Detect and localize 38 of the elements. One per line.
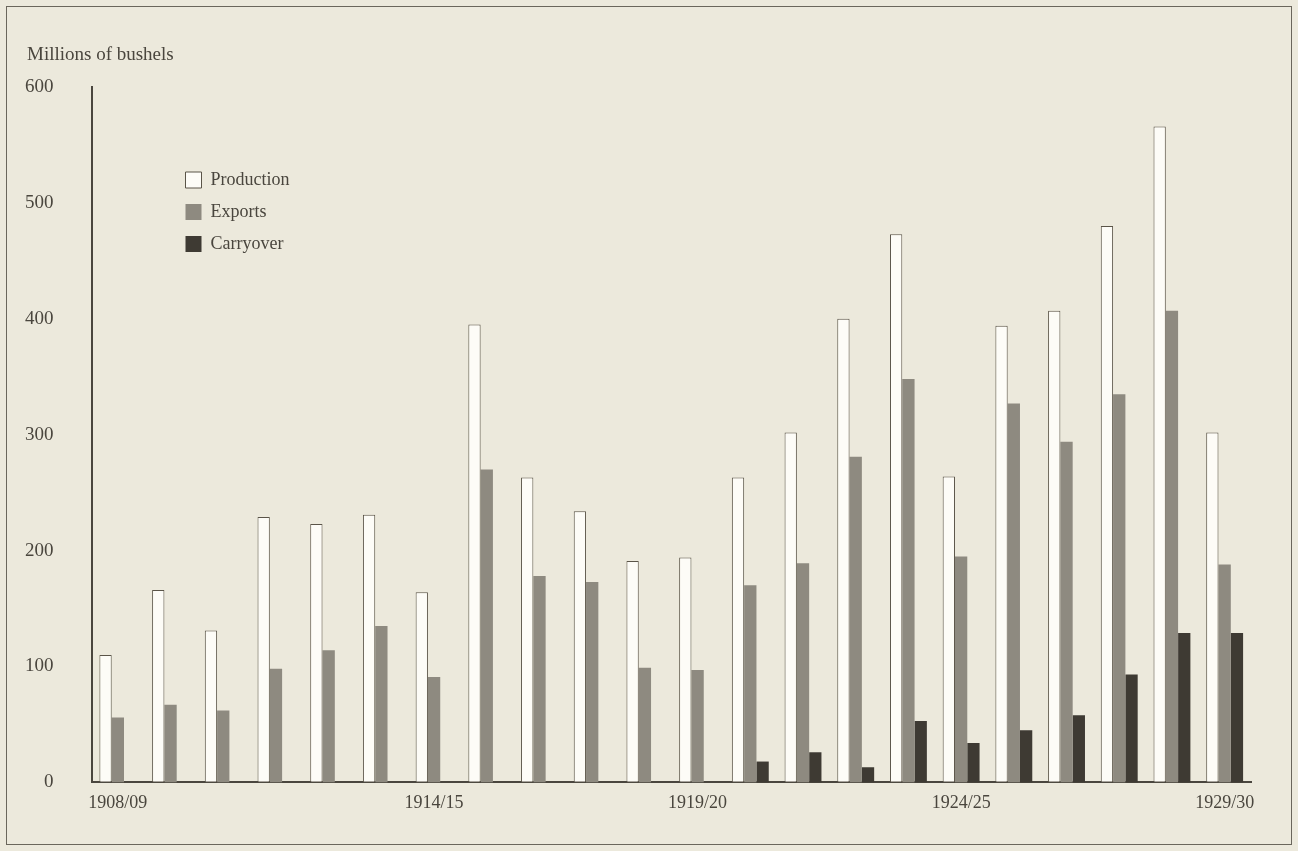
y-tick-label: 200 <box>25 538 54 560</box>
bar <box>849 456 862 783</box>
x-tick-label: 1929/30 <box>1195 791 1255 812</box>
legend-label: Carryover <box>210 232 284 253</box>
bar <box>902 379 915 783</box>
bar <box>691 669 704 783</box>
y-tick-label: 600 <box>25 74 54 96</box>
bar <box>744 585 757 783</box>
bar <box>217 710 230 783</box>
legend-label: Exports <box>210 200 267 221</box>
bar <box>164 704 177 783</box>
x-tick-label: 1914/15 <box>404 791 464 812</box>
y-tick-label: 400 <box>25 306 54 328</box>
bar <box>796 563 810 783</box>
x-tick-label: 1924/25 <box>931 791 991 812</box>
x-tick-label: 1919/20 <box>668 791 728 812</box>
bar <box>1007 403 1020 783</box>
bar <box>427 676 441 783</box>
bar <box>638 667 652 783</box>
y-tick-label: 500 <box>25 190 54 212</box>
legend-label: Production <box>210 168 290 189</box>
bar <box>375 625 388 783</box>
x-tick-label: 1908/09 <box>88 791 148 812</box>
bar <box>1218 564 1231 783</box>
bar <box>1060 441 1073 783</box>
bar <box>322 650 335 783</box>
y-tick-label: 0 <box>44 770 54 792</box>
y-axis-title: Millions of bushels <box>27 43 174 65</box>
bar <box>480 469 493 783</box>
bar <box>111 717 124 783</box>
bar <box>586 581 599 783</box>
bar <box>1113 394 1126 783</box>
y-tick-label: 100 <box>25 654 54 676</box>
bar <box>269 668 283 783</box>
y-tick-label: 300 <box>25 422 54 444</box>
bar <box>533 576 546 783</box>
bar <box>954 556 968 783</box>
bar <box>1165 310 1179 783</box>
